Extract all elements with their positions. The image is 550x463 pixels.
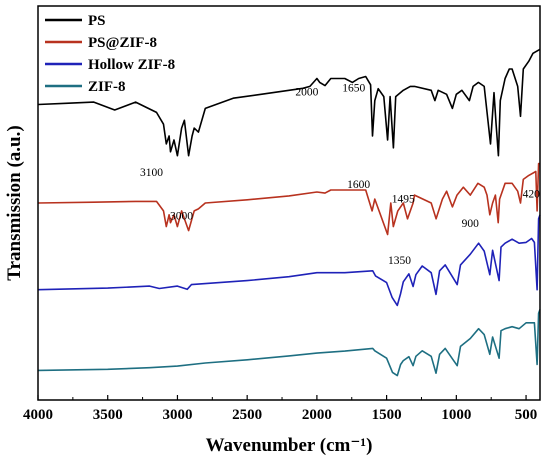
x-tick-label-6: 1000: [441, 407, 471, 423]
legend: PS PS@ZIF-8 Hollow ZIF-8 ZIF-8: [45, 13, 175, 95]
legend-label-1: PS@ZIF-8: [88, 35, 157, 51]
x-tick-label-1: 3500: [93, 407, 123, 423]
series-line-1: [37, 162, 540, 236]
x-tick-label-3: 2500: [232, 407, 262, 423]
series-line-0: [37, 48, 541, 157]
x-tick-label-0: 4000: [23, 407, 53, 423]
x-tick-label-2: 3000: [162, 407, 192, 423]
series-line-3: [37, 309, 541, 377]
legend-label-3: ZIF-8: [88, 79, 126, 95]
peak-label-900: 900: [462, 218, 480, 230]
plot-frame: [37, 5, 541, 401]
x-axis: 4000 3500 3000 2500 2000 1500 1000 500: [23, 395, 537, 423]
peak-label-1650: 1650: [342, 83, 365, 95]
peak-label-1350: 1350: [388, 255, 411, 267]
peak-annotations: 3100 3000 2000 1650 1600 1495 1350 900 420: [140, 83, 540, 267]
peak-label-1495: 1495: [392, 194, 415, 206]
series-line-2: [37, 214, 541, 307]
series-layer: [37, 48, 541, 377]
x-tick-label-4: 2000: [302, 407, 332, 423]
peak-label-3000: 3000: [170, 211, 193, 223]
peak-label-420: 420: [523, 189, 541, 201]
peak-label-2000: 2000: [295, 86, 318, 98]
y-axis-title: Transmission (a.u.): [4, 125, 25, 280]
x-tick-label-5: 1500: [372, 407, 402, 423]
legend-label-0: PS: [88, 13, 106, 29]
peak-label-1600: 1600: [347, 179, 370, 191]
x-tick-label-7: 500: [515, 407, 538, 423]
x-axis-title: Wavenumber (cm⁻¹): [206, 435, 373, 456]
legend-label-2: Hollow ZIF-8: [88, 57, 175, 73]
peak-label-3100: 3100: [140, 167, 163, 179]
